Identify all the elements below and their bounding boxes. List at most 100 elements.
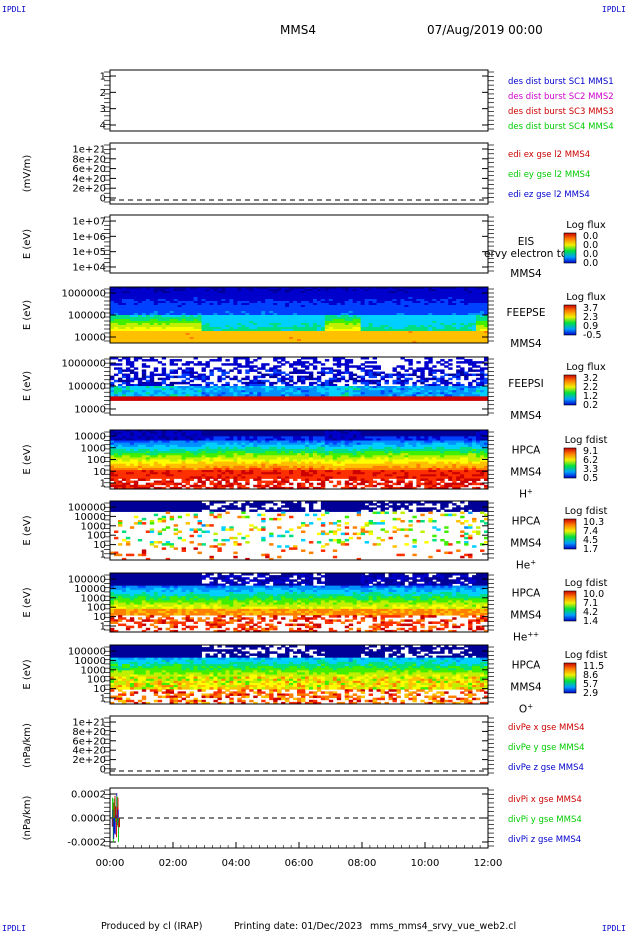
spectrogram-cell	[181, 484, 186, 488]
spectrogram-cell	[356, 327, 362, 330]
spectrogram-cell	[396, 291, 401, 294]
spectrogram-cell	[185, 337, 190, 340]
spectrogram-cell	[360, 379, 366, 383]
spectrogram-cell	[380, 394, 385, 397]
spectrogram-cell	[221, 478, 226, 481]
spectrogram-cell	[376, 321, 381, 324]
spectrogram-cell	[205, 313, 210, 316]
spectrogram-cell	[229, 394, 234, 397]
spectrogram-cell	[133, 337, 139, 340]
spectrogram-cell	[368, 303, 374, 306]
spectrogram-cell	[344, 398, 350, 401]
spectrogram-cell	[336, 363, 342, 366]
spectrogram-cell	[141, 392, 147, 395]
spectrogram-cell	[181, 390, 186, 393]
spectrogram-cell	[380, 325, 385, 328]
spectrogram-cell	[316, 375, 322, 379]
spectrogram-cell	[440, 369, 445, 372]
spectrogram-cell	[233, 388, 238, 391]
spectrogram-cell	[225, 339, 230, 342]
spectrogram-cell	[400, 333, 405, 336]
spectrogram-cell	[241, 357, 246, 360]
spectrogram-cell	[456, 392, 461, 395]
spectrogram-cell	[185, 367, 190, 370]
spectrogram-cell	[316, 329, 322, 332]
spectrogram-cell	[424, 329, 429, 332]
spectrogram-cell	[213, 359, 218, 362]
spectrogram-cell	[253, 313, 258, 316]
spectrogram-cell	[229, 390, 234, 393]
spectrogram-cell	[113, 313, 119, 316]
spectrogram-cell	[177, 386, 183, 389]
spectrogram-cell	[197, 388, 202, 391]
spectrogram-cell	[332, 337, 338, 340]
spectrogram-cell	[452, 375, 457, 379]
spectrogram-cell	[197, 303, 202, 306]
spectrogram-cell	[297, 339, 302, 342]
spectrogram-cell	[428, 339, 433, 342]
spectrogram-cell	[153, 293, 159, 296]
spectrogram-cell	[428, 383, 433, 387]
spectrogram-cell	[480, 396, 485, 399]
spectrogram-cell	[261, 317, 266, 320]
spectrogram-cell	[384, 392, 389, 395]
y-tick-label: 10000	[74, 405, 106, 416]
spectrogram-cell	[372, 379, 377, 383]
spectrogram-cell	[153, 325, 159, 328]
spectrogram-cell	[332, 341, 338, 344]
spectrogram-cell	[436, 303, 441, 306]
spectrogram-cell	[388, 307, 393, 310]
spectrogram-cell	[348, 341, 354, 344]
spectrogram-cell	[428, 327, 433, 330]
spectrogram-cell	[328, 291, 334, 294]
spectrogram-cell	[364, 327, 370, 330]
spectrogram-cell	[149, 341, 155, 344]
spectrogram-cell	[121, 337, 127, 340]
spectrogram-cell	[336, 303, 342, 306]
spectrogram-cell	[261, 392, 266, 395]
spectrogram-cell	[324, 381, 330, 385]
spectrogram-cell	[285, 337, 290, 340]
spectrogram-cell	[269, 293, 274, 296]
spectrogram-cell	[113, 307, 119, 310]
spectrogram-cell	[297, 287, 302, 290]
spectrogram-cell	[253, 359, 258, 362]
spectrogram-cell	[253, 321, 258, 324]
spectrogram-cell	[320, 287, 326, 290]
spectrogram-cell	[201, 386, 206, 389]
spectrogram-cell	[110, 386, 115, 389]
spectrogram-cell	[177, 287, 183, 290]
spectrogram-cell	[448, 392, 453, 395]
spectrogram-cell	[213, 323, 218, 326]
spectrogram-cell	[444, 335, 449, 338]
spectrogram-cell	[420, 331, 425, 334]
spectrogram-cell	[189, 337, 194, 340]
spectrogram-cell	[412, 373, 417, 377]
spectrogram-cell	[440, 305, 445, 308]
spectrogram-cell	[257, 311, 262, 314]
spectrogram-cell	[161, 373, 167, 377]
spectrogram-cell	[396, 321, 401, 324]
spectrogram-cell	[328, 390, 334, 393]
spectrogram-cell	[173, 337, 179, 340]
spectrogram-cell	[396, 327, 401, 330]
spectrogram-cell	[380, 321, 385, 324]
spectrogram-cell	[480, 323, 485, 326]
spectrogram-cell	[312, 311, 318, 314]
spectrogram-cell	[161, 388, 167, 391]
spectrogram-cell	[181, 373, 186, 377]
spectrogram-cell	[360, 297, 366, 300]
spectrogram-cell	[484, 373, 489, 377]
spectrogram-cell	[193, 396, 198, 399]
spectrogram-cell	[173, 301, 179, 304]
spectrogram-cell	[181, 337, 186, 340]
spectrogram-cell	[344, 295, 350, 298]
spectrogram-cell	[300, 398, 306, 401]
spectrogram-cell	[468, 383, 473, 387]
spectrogram-cell	[145, 329, 151, 332]
spectrogram-cell	[300, 388, 306, 391]
spectrogram-cell	[161, 377, 167, 381]
spectrogram-cell	[376, 333, 381, 336]
spectrogram-cell	[380, 307, 385, 310]
spectrogram-cell	[133, 390, 139, 393]
